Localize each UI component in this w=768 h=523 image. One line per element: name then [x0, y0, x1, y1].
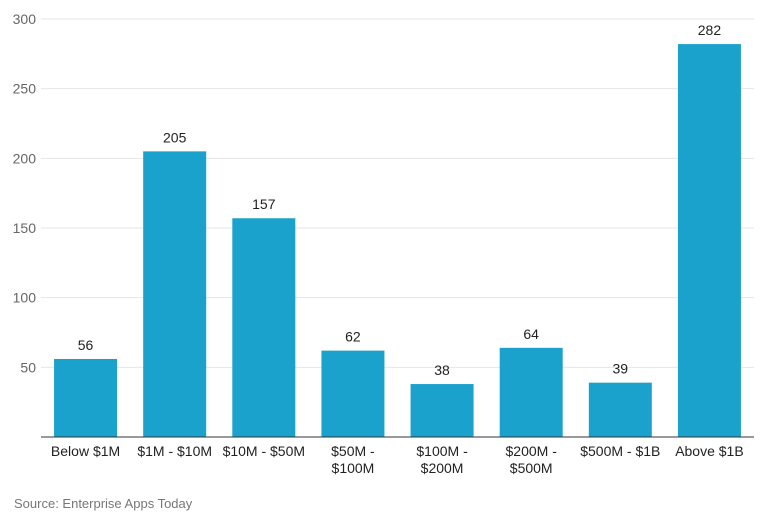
bar: [410, 384, 474, 437]
bar: [588, 382, 652, 437]
data-label: 56: [78, 337, 94, 353]
x-tick-label: $500M: [510, 460, 553, 476]
data-label: 62: [345, 329, 361, 345]
data-label: 64: [523, 326, 539, 342]
x-tick-label: Above $1B: [675, 443, 744, 459]
y-tick-label: 250: [13, 81, 37, 97]
data-label: 282: [698, 22, 722, 38]
bar: [321, 350, 385, 437]
bar: [232, 218, 296, 437]
bar: [677, 44, 741, 437]
x-tick-label: $100M: [332, 460, 375, 476]
x-tick-label: $200M -: [506, 443, 558, 459]
x-tick-label: $10M - $50M: [223, 443, 305, 459]
x-tick-label: $100M -: [416, 443, 468, 459]
y-tick-label: 150: [13, 220, 37, 236]
x-tick-label: $1M - $10M: [137, 443, 212, 459]
x-tick-label: $50M -: [331, 443, 375, 459]
data-label: 38: [434, 362, 450, 378]
x-axis-ticks: Below $1M $1M - $10M $10M - $50M $50M -$100…: [51, 443, 744, 476]
data-label: 205: [163, 129, 187, 145]
x-tick-label: $200M: [421, 460, 464, 476]
bars: [54, 44, 741, 437]
x-tick-label: $500M - $1B: [580, 443, 660, 459]
data-label: 39: [613, 361, 629, 377]
x-tick-label: Below $1M: [51, 443, 120, 459]
data-label: 157: [252, 196, 276, 212]
source-note: Source: Enterprise Apps Today: [14, 496, 193, 511]
y-tick-label: 300: [13, 11, 37, 27]
y-tick-label: 50: [20, 359, 36, 375]
bar: [54, 358, 118, 437]
y-tick-label: 200: [13, 150, 37, 166]
bar: [499, 347, 563, 437]
bar: [143, 151, 207, 437]
data-labels: 56 205 157 62 38 64 39 282: [78, 22, 722, 378]
y-tick-label: 100: [13, 290, 37, 306]
y-axis-ticks: 50 100 150 200 250 300: [13, 11, 37, 375]
